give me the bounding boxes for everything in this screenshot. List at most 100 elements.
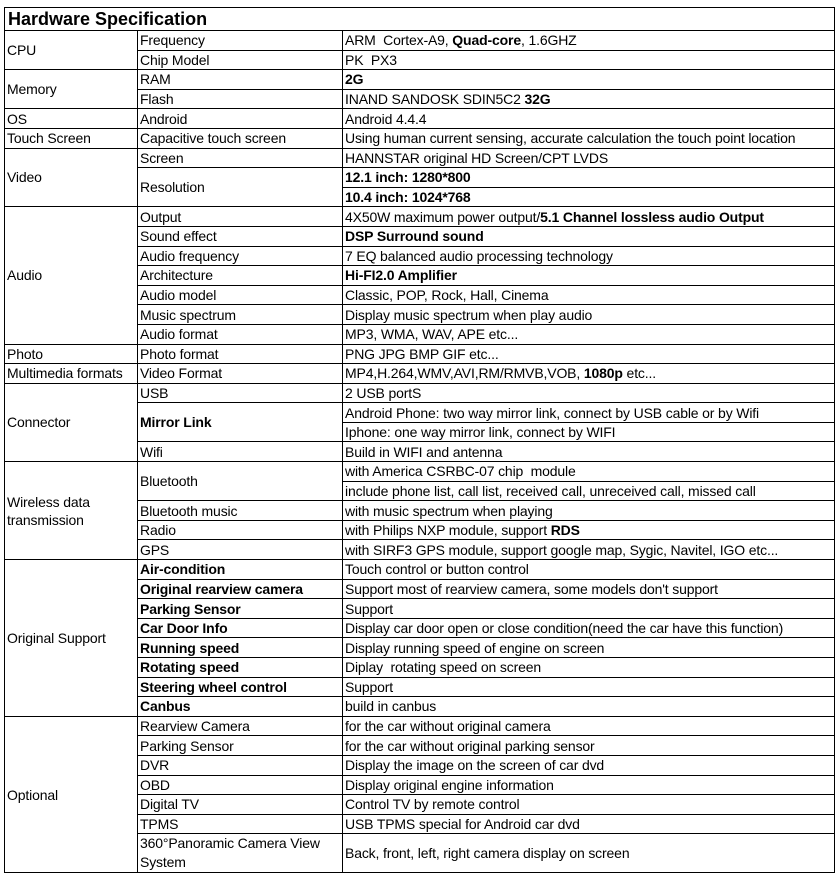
value-text: 2 USB portS: [345, 384, 422, 401]
table-row: Parking Sensor for the car without origin…: [5, 735, 835, 756]
table-row: Wifi Build in WIFI and antenna: [5, 441, 835, 463]
value-text: 10.4 inch: 1024*768: [345, 189, 471, 206]
value-text: Display music spectrum when play audio: [345, 306, 593, 323]
value-text: Hi-FI2.0 Amplifier: [345, 267, 457, 284]
spec-name-cell: DVR: [137, 754, 343, 776]
table-row: Audio Output 4X50W maximum power output/5.…: [4, 206, 835, 345]
value-text: INAND SANDOSK SDIN5C2: [345, 91, 525, 108]
table-row: Architecture Hi-FI2.0 Amplifier: [5, 265, 835, 286]
spec-value-cell: USB TPMS special for Android car dvd: [342, 813, 835, 835]
spec-value-cell: ARM Cortex-A9, Quad-core, 1.6GHZ: [342, 30, 835, 51]
spec-value-cell: Support: [342, 676, 835, 698]
spec-name-cell: Music spectrum: [137, 304, 343, 325]
spec-name-cell: Screen: [137, 147, 343, 169]
value-text: with Philips NXP module, support: [345, 522, 551, 539]
spec-name-cell: RAM: [137, 69, 343, 90]
spec-value-cell: 7 EQ balanced audio processing technolog…: [342, 245, 835, 267]
spec-name-cell: TPMS: [137, 813, 343, 835]
value-text: Quad-core: [452, 32, 521, 49]
spec-name-cell: Sound effect: [137, 225, 343, 247]
hardware-spec-table: Hardware Specification CPU Frequency ARM C…: [4, 7, 835, 874]
spec-value-cell: Support most of rearview camera, some mo…: [342, 578, 835, 600]
table-row: Audio frequency 7 EQ balanced audio proce…: [5, 245, 835, 267]
table-row: Original Support Air-condition Touch contr…: [4, 559, 835, 717]
spec-name-cell: Android: [137, 108, 343, 129]
spec-value-cell: Touch control or button control: [342, 559, 835, 580]
spec-value-cell: with music spectrum when playing: [342, 500, 835, 521]
spec-value-cell: with SIRF3 GPS module, support google ma…: [342, 539, 835, 561]
spec-value-cell: INAND SANDOSK SDIN5C2 32G: [342, 88, 835, 110]
spec-name-cell: Canbus: [137, 696, 343, 717]
spec-value-cell: Control TV by remote control: [342, 794, 835, 815]
spec-value-cell: Android 4.4.4: [342, 108, 835, 129]
spec-name-cell: Chip Model: [137, 49, 343, 71]
value-text: with America CSRBC-07 chip module: [345, 463, 576, 480]
value-text: Back, front, left, right camera display …: [345, 845, 630, 862]
spec-name-cell: Radio: [137, 519, 343, 541]
table-row: Audio model Classic, POP, Rock, Hall, Cin…: [5, 284, 835, 306]
spec-value-cell: include phone list, call list, received …: [342, 480, 835, 502]
value-text: 2G: [345, 71, 364, 88]
value-text: Build in WIFI and antenna: [345, 443, 503, 460]
category-cell: Photo: [4, 343, 138, 365]
table-row: Audio format MP3, WMA, WAV, APE etc...: [5, 323, 835, 345]
table-row: Multimedia formats Video Format MP4,H.264,…: [4, 363, 835, 384]
spec-name-cell: Audio model: [137, 284, 343, 306]
value-text: 5.1 Channel lossless audio Output: [540, 208, 764, 225]
value-text: with SIRF3 GPS module, support google ma…: [345, 541, 779, 558]
spec-value-cell: Display music spectrum when play audio: [342, 304, 835, 325]
value-text: Android Phone: two way mirror link, conn…: [345, 404, 760, 421]
spec-name-cell: Mirror Link: [137, 402, 343, 443]
value-text: Using human current sensing, accurate ca…: [345, 130, 796, 147]
value-text: build in canbus: [345, 698, 437, 715]
value-text: 1080p: [583, 365, 623, 382]
spec-value-cell: PNG JPG BMP GIF etc...: [342, 343, 835, 365]
spec-value-cell: DSP Surround sound: [342, 225, 835, 247]
value-text: 7 EQ balanced audio processing technolog…: [345, 247, 613, 264]
category-cell: Connector: [4, 382, 138, 463]
table-row: Car Door Info Display car door open or cl…: [5, 617, 835, 639]
spec-name-cell: Car Door Info: [137, 617, 343, 639]
spec-value-cell: Display the image on the screen of car d…: [342, 754, 835, 776]
value-text: USB TPMS special for Android car dvd: [345, 816, 580, 833]
category-cell: Touch Screen: [4, 127, 138, 149]
table-row: TPMS USB TPMS special for Android car dvd: [5, 813, 835, 835]
spec-value-cell: with America CSRBC-07 chip module: [342, 461, 835, 482]
spec-value-cell: Display original engine information: [342, 774, 835, 796]
spec-value-cell: Display car door open or close condition…: [342, 617, 835, 639]
category-cell: Wireless data transmission: [4, 461, 138, 561]
spec-value-cell: Display running speed of engine on scree…: [342, 637, 835, 658]
table-row: Radio with Philips NXP module, support RD…: [5, 519, 835, 541]
spec-name-cell: Running speed: [137, 637, 343, 658]
value-text: PK PX3: [345, 51, 397, 68]
spec-value-cell: 10.4 inch: 1024*768: [342, 186, 835, 208]
spec-name-cell: Bluetooth: [137, 461, 343, 502]
value-text: RDS: [550, 522, 580, 539]
spec-name-cell: Rearview Camera: [137, 715, 343, 737]
value-text: Support most of rearview camera, some mo…: [345, 580, 718, 597]
category-cell: OS: [4, 108, 138, 129]
spec-value-cell: PK PX3: [342, 49, 835, 71]
table-row: Touch Screen Capacitive touch screen Using…: [4, 127, 835, 149]
category-cell: Multimedia formats: [4, 363, 138, 384]
value-text: Android 4.4.4: [345, 110, 427, 127]
spec-name-cell: Flash: [137, 88, 343, 110]
spec-value-cell: Using human current sensing, accurate ca…: [342, 127, 835, 149]
spec-name-cell: Steering wheel control: [137, 676, 343, 698]
value-text: Display original engine information: [345, 776, 554, 793]
table-row: Original rearview camera Support most of …: [5, 578, 835, 600]
value-text: MP4,H.264,WMV,AVI,RM/RMVB,VOB,: [345, 365, 584, 382]
spec-value-cell: 4X50W maximum power output/5.1 Channel l…: [342, 206, 835, 227]
table-row: Video Screen HANNSTAR original HD Screen/C…: [4, 147, 835, 208]
spec-value-cell: 2G: [342, 69, 835, 90]
spec-value-cell: for the car without original parking sen…: [342, 735, 835, 756]
spec-name-cell: Digital TV: [137, 794, 343, 815]
spec-value-cell: Back, front, left, right camera display …: [342, 833, 835, 874]
value-text: for the car without original parking sen…: [345, 737, 595, 754]
spec-value-cell: HANNSTAR original HD Screen/CPT LVDS: [342, 147, 835, 169]
value-text: ARM Cortex-A9,: [345, 32, 453, 49]
table-row: DVR Display the image on the screen of ca…: [5, 754, 835, 776]
category-cell: Video: [4, 147, 138, 208]
spec-name-cell: Capacitive touch screen: [137, 127, 343, 149]
value-text: with music spectrum when playing: [345, 502, 553, 519]
